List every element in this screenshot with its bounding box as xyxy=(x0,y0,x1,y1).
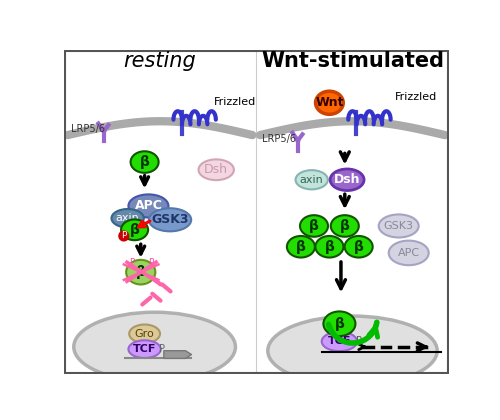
Ellipse shape xyxy=(324,311,356,336)
Text: β: β xyxy=(296,240,306,254)
Ellipse shape xyxy=(316,236,344,257)
Ellipse shape xyxy=(74,312,235,381)
Ellipse shape xyxy=(331,215,359,237)
Ellipse shape xyxy=(344,236,372,257)
Text: Frizzled: Frizzled xyxy=(214,97,256,107)
Text: β: β xyxy=(340,219,349,233)
Text: LRP5/6: LRP5/6 xyxy=(72,124,106,134)
Ellipse shape xyxy=(198,159,234,180)
Text: axin: axin xyxy=(116,213,140,223)
Text: APC: APC xyxy=(134,200,162,213)
Ellipse shape xyxy=(128,194,168,218)
Text: P: P xyxy=(129,257,134,267)
Ellipse shape xyxy=(300,215,328,237)
Text: TCF: TCF xyxy=(328,336,351,346)
Text: Wnt-stimulated: Wnt-stimulated xyxy=(261,51,444,71)
Text: β: β xyxy=(324,240,334,254)
Text: GSK3: GSK3 xyxy=(152,213,189,226)
Text: β: β xyxy=(140,155,149,169)
Ellipse shape xyxy=(112,209,144,228)
Ellipse shape xyxy=(128,340,161,358)
Text: Dsh: Dsh xyxy=(204,163,228,176)
Ellipse shape xyxy=(149,208,191,231)
Text: β: β xyxy=(136,265,145,279)
Text: P: P xyxy=(148,257,154,267)
Text: P: P xyxy=(160,344,166,354)
Text: β: β xyxy=(309,219,319,233)
Ellipse shape xyxy=(126,260,156,284)
Text: GSK3: GSK3 xyxy=(384,221,414,231)
Text: Dsh: Dsh xyxy=(334,173,360,186)
Text: APC: APC xyxy=(398,248,420,258)
Ellipse shape xyxy=(287,236,315,257)
Ellipse shape xyxy=(268,316,437,386)
Text: β: β xyxy=(354,240,364,254)
Ellipse shape xyxy=(378,214,418,238)
Ellipse shape xyxy=(330,169,364,191)
Text: Wnt: Wnt xyxy=(315,96,344,109)
Text: resting: resting xyxy=(124,51,196,71)
Ellipse shape xyxy=(129,325,160,343)
FancyArrow shape xyxy=(164,351,192,358)
Text: LRP5/6: LRP5/6 xyxy=(262,134,296,144)
Text: axin: axin xyxy=(300,175,324,185)
Text: P: P xyxy=(121,231,126,241)
Ellipse shape xyxy=(316,91,344,114)
Ellipse shape xyxy=(388,241,428,265)
Text: β: β xyxy=(334,317,344,331)
Ellipse shape xyxy=(121,219,148,240)
Text: Frizzled: Frizzled xyxy=(395,92,437,102)
Text: P: P xyxy=(356,336,362,346)
Text: β: β xyxy=(130,223,140,237)
Text: Gro: Gro xyxy=(134,329,154,339)
Ellipse shape xyxy=(130,151,158,173)
Ellipse shape xyxy=(296,170,328,189)
Text: TCF: TCF xyxy=(133,344,156,354)
Ellipse shape xyxy=(322,332,357,351)
